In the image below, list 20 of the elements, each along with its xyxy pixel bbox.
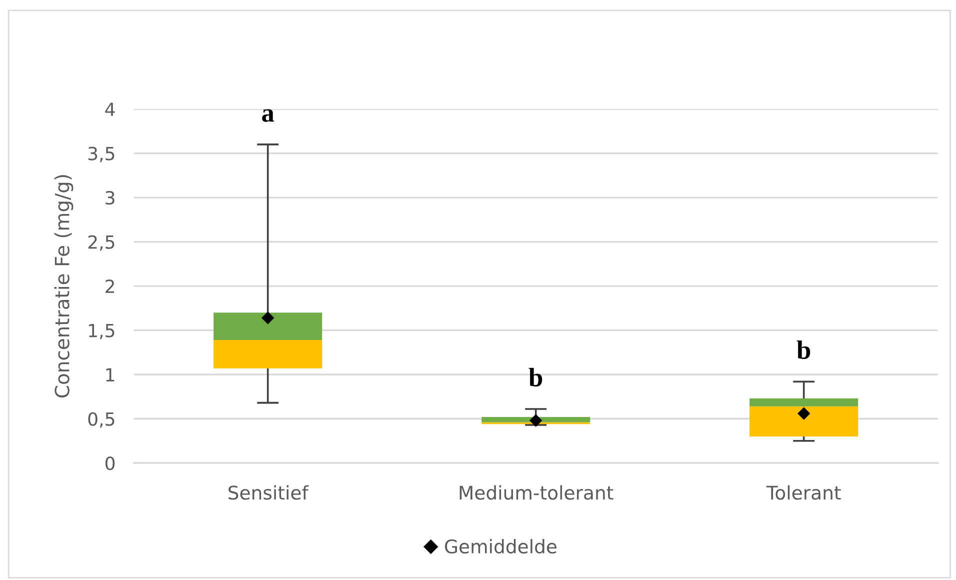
point bbox=[529, 414, 542, 427]
y-tick-label: 1 bbox=[106, 368, 114, 382]
x-tick-label: Tolerant bbox=[766, 485, 841, 500]
y-tick-label: 3,5 bbox=[88, 146, 114, 162]
annotation: b bbox=[796, 340, 810, 360]
annotation: b bbox=[528, 368, 542, 386]
legend-label: Gemiddelde bbox=[445, 539, 556, 554]
y-tick-label: 3 bbox=[106, 190, 114, 205]
annotation: a bbox=[262, 109, 274, 122]
y-tick-label: 0 bbox=[105, 456, 115, 470]
y-tick-label: 1,5 bbox=[89, 324, 114, 340]
y-tick-label: 4 bbox=[105, 102, 115, 116]
y-tick-label: 2 bbox=[106, 279, 114, 293]
x-tick-label: Medium-tolerant bbox=[460, 485, 614, 500]
point bbox=[261, 312, 274, 324]
y-tick-label: 2,5 bbox=[88, 235, 114, 251]
y-tick-label: 0,5 bbox=[88, 412, 114, 428]
x-tick-label: Sensitief bbox=[228, 485, 309, 500]
y-axis-title: Concentratie Fe (mg/g) bbox=[54, 175, 74, 398]
point bbox=[797, 407, 810, 420]
